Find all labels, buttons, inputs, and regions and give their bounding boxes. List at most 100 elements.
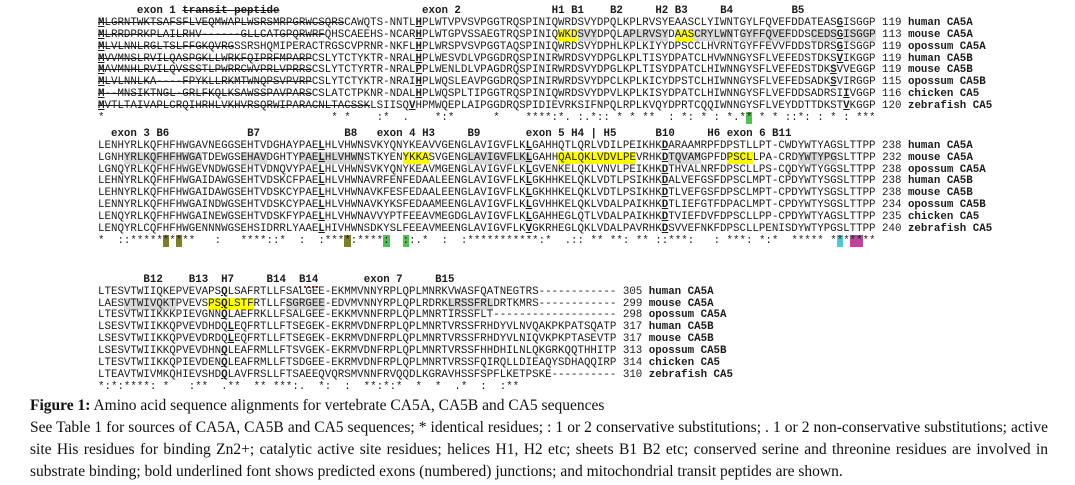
sequence-segment: LSESVTWIIKKQPVEVDHDQ (98, 321, 228, 334)
sequence-segment: T (733, 28, 740, 41)
sequence-segment: WKD (558, 28, 578, 41)
species-label: opossum CA5B (907, 76, 986, 89)
residue-count: 234 (875, 199, 908, 212)
sequence-segment: GAHHQTLQRLVDILPEIKHK (532, 139, 662, 152)
sequence-segment: L (318, 187, 325, 200)
structure-label (98, 274, 143, 286)
sequence-segment (390, 235, 403, 247)
sequence-segment: M (98, 52, 105, 65)
sequence-segment: PLWTVPVSVPGGTRQSPINIQWRDSVYDPQLKPLRVSYEA… (421, 16, 837, 29)
species-label: opossum CA5B (648, 345, 727, 358)
species-label: human CA5A (907, 139, 973, 152)
structure-label (260, 128, 344, 140)
species-label: mouse CA5B (648, 333, 714, 346)
sequence-segment: QHSCAEEHS-NCAR (324, 28, 416, 41)
sequence-segment: APLRVSY (622, 28, 669, 41)
sequence-segment: -EDVMVNNYRPLQPLRDRK (324, 297, 448, 310)
sequence-segment: G (836, 16, 844, 29)
sequence-segment: KGGP (849, 100, 876, 113)
sequence-segment: VIRGGP (836, 76, 876, 89)
sequence-segment: DRTKMRS------------ (493, 297, 617, 310)
sequence-segment: M (98, 76, 105, 89)
sequence-segment: * (344, 234, 351, 247)
structure-label: exon 1 (136, 5, 176, 17)
residue-count: 238 (875, 139, 908, 152)
residue-count: 120 (875, 100, 908, 113)
sequence-segment: LEHNYRLKQFHFHWGAIDAWGSEHTVDSKCYPAE (98, 187, 319, 200)
sequence-segment: SGRGEE (285, 297, 325, 310)
sequence-segment: YWTYPG (797, 151, 837, 164)
sequence-segment: DGHTY (266, 151, 299, 164)
structure-label (688, 5, 720, 17)
figure-caption: Figure 1: Amino acid sequence alignments… (30, 395, 1048, 483)
sequence-segment: LEAFRMLLFTSDGEE-EKRMVDNFRPLQPLMNRTVRSSFQ… (227, 357, 617, 370)
sequence-row: LSESVTWIIKKQPVEVDRDQLEQFRTLLFTSEGEK-EKRM… (98, 333, 992, 346)
sequence-segment: LVLNNLKA----FPYKLLRKMTWNQPSVPVRP (104, 76, 312, 89)
sequence-segment: HLVHWNAVRFENFEDAALEENGLAVIGVFLK (324, 175, 526, 188)
sequence-segment: HLVHWN (324, 151, 364, 164)
sequence-segment: HLVHWNSVKYQNYKEAVVGENGLAVIGVFLK (324, 139, 526, 152)
sequence-segment: LSAFRTLLFSALGEE-EKMMVNNYRPLQPLMNRKVWASFQ… (227, 285, 617, 298)
alignment-block-3: B12 B13 H7 B14 B14 exon 7 B15 LTESVTWIIQK… (98, 273, 992, 394)
sequence-segment: I (843, 88, 850, 101)
sequence-segment: L (318, 223, 325, 236)
sequence-segment: GKHHKELQKLVDTLPSIKHK (532, 175, 662, 188)
sequence-segment: M (98, 100, 105, 113)
sequence-segment: PSCL (726, 151, 753, 164)
residue-count: 240 (875, 223, 908, 236)
sequence-row: LAESVTWIVQKTPVEVSPSQLSTFRTLLFSGRGEE-EDVM… (98, 297, 992, 311)
sequence-segment: HPMWQEPLAIPGGDRQSPIDIEVRKSIFNPQLRPLKVQYD… (415, 100, 844, 113)
sequence-row: MLVLNNLKA----FPYKLLRKMTWNQPSVPVRPCSLYTCT… (98, 76, 992, 89)
figure-label: Figure 1: (30, 397, 91, 414)
sequence-row: M--MNSIKTNGL-GRLFKQLKSAWSSPAVPARSCSLATCT… (98, 88, 992, 101)
structure-label: B4 (720, 5, 734, 17)
structure-label: exon 7 (363, 273, 403, 286)
sequence-segment: L (318, 175, 325, 188)
structure-label: B10 (655, 127, 675, 140)
structure-label (279, 5, 422, 17)
structure-label: B14 (266, 273, 286, 286)
sequence-segment: VTWIVQKT (123, 297, 176, 310)
sequence-segment: EHAV (240, 151, 267, 164)
sequence-segment: D (661, 187, 669, 200)
sequence-segment: PS (208, 297, 222, 310)
sequence-segment: LSTF (227, 297, 254, 310)
caption-body: See Table 1 for sources of CA5A, CA5B an… (30, 419, 1048, 480)
sequence-segment: L (318, 151, 325, 164)
sequence-row: LENQYRLKQFHFHWGAINEWGSEHTVDSKFYPAELHLVHW… (98, 211, 992, 224)
sequence-segment: ** : ****::* : :*** (182, 234, 345, 247)
sequence-segment: * * ::*: : * : *** (752, 112, 876, 125)
sequence-segment: SVVEFNKFDPSCLLPENISDYWTYPGSLTTPP (668, 223, 876, 236)
sequence-segment: M (98, 16, 105, 29)
sequence-segment: L (525, 139, 533, 152)
sequence-segment: CSLYTCTYKTR-NRAL (311, 52, 416, 65)
consensus-row: * * * :* . *:* * ****:*. :.*:: * * ** : … (98, 112, 992, 125)
sequence-segment: VTLTAIVAPLCRQIHRHLVKHVRSQRWIPARACNLTACSS… (104, 100, 371, 113)
sequence-segment: GKHHKELQKLVDTLPSIKHK (532, 187, 662, 200)
sequence-segment: * * * :* . *:* * ****:*. :.*:: * * ** : … (98, 112, 746, 125)
sequence-segment: VGGP (849, 88, 876, 101)
sequence-segment: PLWENLDLVPAGDRQSPINIRWRDSVYDPGLKPLTISYDP… (421, 64, 831, 77)
sequence-segment: GAHH (532, 151, 559, 164)
sequence-segment: VVMNSLRVILQASPGKLLWRKFQIPRFMPARP (104, 52, 312, 65)
structure-label (318, 274, 363, 286)
sequence-segment: EQFRTLLFTSEGEK-EKRMVDNFRPLQPLMNRTVRSSFRH… (234, 321, 617, 334)
sequence-segment: LGRNTWKTSAFSFLVEQMWAPLWSRSMRPGRWCSQRS (104, 16, 345, 29)
species-label: mouse CA5B (907, 187, 973, 200)
sequence-segment: LGNQYRLKQFHFHWGEVNDWGSEHTVDNQVYPAE (98, 163, 319, 176)
species-label: human CA5A (907, 16, 973, 29)
sequence-segment: CSLYTCTYRTR-NRAL (311, 64, 416, 77)
residue-count: 232 (875, 151, 909, 164)
sequence-segment: CRYLWN (694, 28, 734, 41)
sequence-segment: M (98, 88, 105, 101)
sequence-segment: L (525, 199, 533, 212)
species-label: human CA5A (648, 285, 714, 298)
structure-label (169, 128, 247, 140)
sequence-segment: ARAAMRPFDPSTLLPT-CWDYWTYAGSLTTPP (668, 139, 876, 152)
alignment-block-1: exon 1 transit peptide exon 2 H1 B1 B2 H… (98, 5, 992, 125)
sequence-segment: RTLLF (253, 297, 286, 310)
structure-label (733, 5, 791, 17)
structure-label: H3 (422, 127, 436, 140)
sequence-segment: S (830, 64, 837, 77)
sequence-segment: LRSSFRL (447, 297, 494, 310)
